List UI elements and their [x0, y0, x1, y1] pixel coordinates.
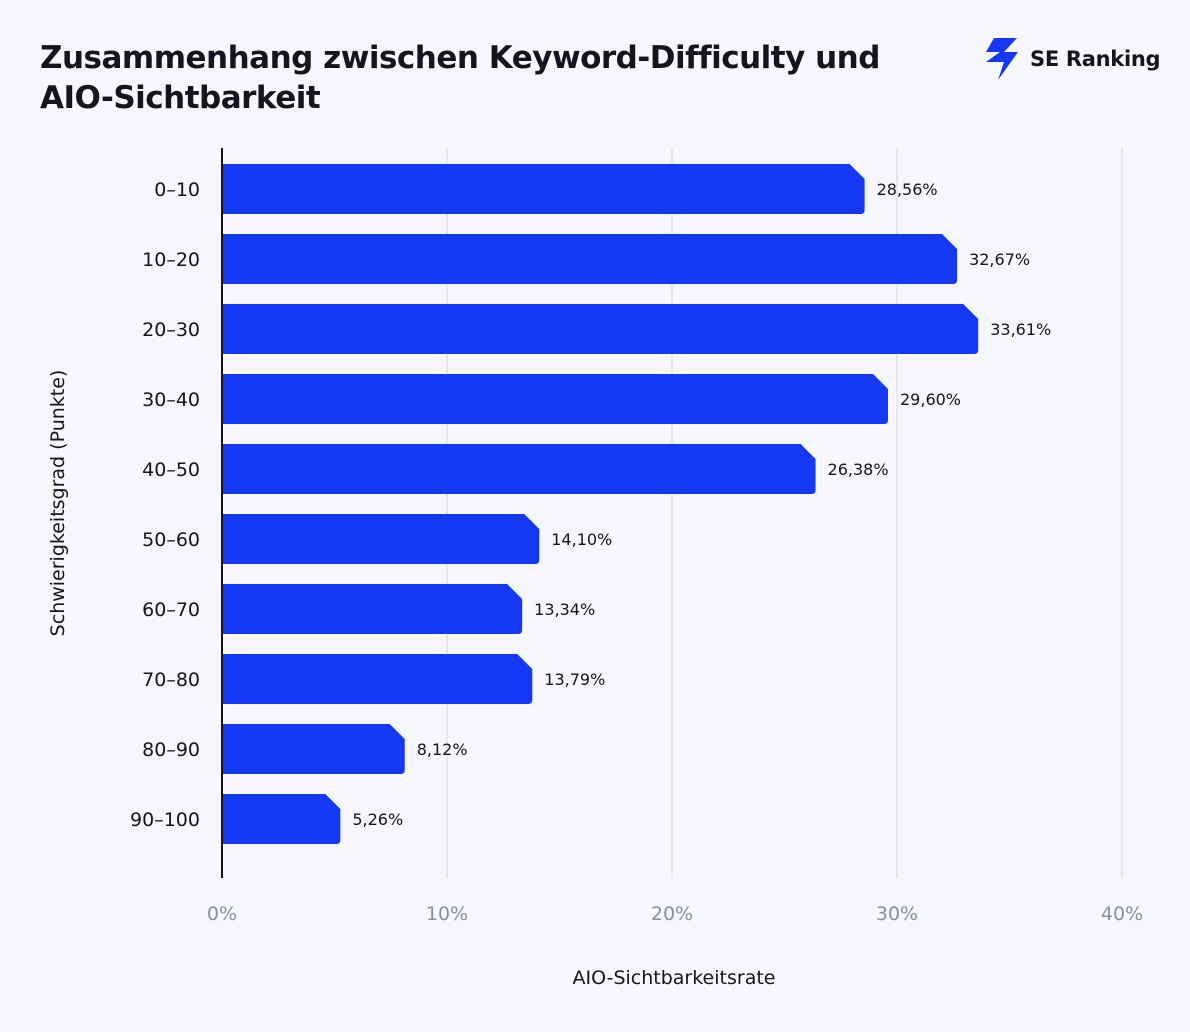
bar-value-label: 8,12% — [417, 740, 468, 759]
chart-title: Zusammenhang zwischen Keyword-Difficulty… — [40, 38, 940, 118]
x-tick-label: 10% — [426, 903, 468, 925]
x-tick-label: 30% — [876, 903, 918, 925]
bar-value-label: 5,26% — [352, 810, 403, 829]
y-tick-label: 30–40 — [142, 389, 200, 411]
bar — [222, 654, 533, 704]
bars: 28,56% 32,67% 33,61% 29,60% 26,38% 14,10% 13,3… — [222, 164, 1051, 844]
bar-value-label: 14,10% — [551, 530, 612, 549]
y-tick-label: 10–20 — [142, 249, 200, 271]
x-axis-title: AIO-Sichtbarkeitsrate — [573, 967, 776, 989]
x-tick-labels: 0% 10% 20% 30% 40% — [207, 903, 1143, 925]
y-tick-label: 70–80 — [142, 669, 200, 691]
bar — [222, 164, 865, 214]
brand-name: SE Ranking — [1030, 47, 1161, 71]
bar-value-label: 32,67% — [969, 250, 1030, 269]
bar-value-label: 13,79% — [544, 670, 605, 689]
y-tick-label: 80–90 — [142, 739, 200, 761]
x-tick-label: 40% — [1101, 903, 1143, 925]
y-tick-label: 90–100 — [130, 809, 200, 831]
bar — [222, 514, 540, 564]
bar-value-label: 13,34% — [534, 600, 595, 619]
y-tick-label: 40–50 — [142, 459, 200, 481]
bar — [222, 304, 979, 354]
bar — [222, 724, 405, 774]
bar — [222, 584, 523, 634]
chart-title-line-1: Zusammenhang zwischen Keyword-Difficulty… — [40, 40, 880, 76]
bar-value-label: 33,61% — [990, 320, 1051, 339]
chart-title-line-2: AIO-Sichtbarkeit — [40, 80, 321, 116]
bar — [222, 234, 958, 284]
y-tick-label: 20–30 — [142, 319, 200, 341]
y-axis-title: Schwierigkeitsgrad (Punkte) — [47, 370, 69, 637]
y-tick-label: 60–70 — [142, 599, 200, 621]
brand-logo: SE Ranking — [984, 38, 1161, 80]
x-tick-label: 0% — [207, 903, 237, 925]
bar — [222, 374, 888, 424]
y-tick-labels: 0–10 10–20 20–30 30–40 40–50 50–60 60–70 70–80 8… — [130, 179, 200, 831]
bar-value-label: 26,38% — [828, 460, 889, 479]
bar — [222, 444, 816, 494]
y-tick-label: 0–10 — [154, 179, 200, 201]
se-ranking-logo-icon — [986, 38, 1018, 80]
bar-value-label: 29,60% — [900, 390, 961, 409]
y-tick-label: 50–60 — [142, 529, 200, 551]
bar-value-label: 28,56% — [877, 180, 938, 199]
x-tick-label: 20% — [651, 903, 693, 925]
bar — [222, 794, 341, 844]
